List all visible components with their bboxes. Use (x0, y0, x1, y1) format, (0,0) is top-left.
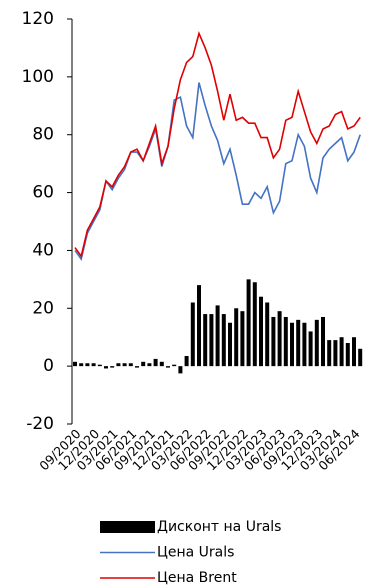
bar (352, 337, 356, 367)
y-tick-label: 20 (32, 298, 54, 318)
bar (283, 316, 288, 367)
bar (135, 366, 139, 368)
y-tick-label: 60 (32, 183, 54, 203)
bar (141, 361, 146, 367)
y-tick-label: 120 (22, 9, 54, 29)
y-tick-label: 100 (22, 67, 54, 87)
bar (172, 364, 177, 367)
line (74, 31, 361, 259)
bar (333, 340, 338, 367)
bar (190, 302, 195, 367)
bar (308, 331, 313, 367)
bar (246, 279, 251, 367)
bar (215, 305, 220, 367)
bar (159, 361, 164, 367)
bar (302, 322, 307, 367)
bar (240, 311, 245, 367)
bar (147, 363, 152, 367)
bar (116, 363, 121, 367)
bar (290, 322, 294, 367)
legend-label: Цена Urals (157, 545, 234, 561)
bar (221, 314, 226, 367)
bar (178, 366, 183, 374)
bar (153, 358, 158, 367)
legend-label: Дисконт на Urals (157, 519, 281, 535)
bar (277, 311, 282, 367)
bar (314, 319, 319, 367)
bar (271, 316, 276, 367)
bar (73, 361, 77, 367)
line (74, 82, 361, 262)
bar (128, 363, 133, 367)
bar (296, 319, 301, 367)
bar (203, 314, 208, 367)
bar (209, 314, 214, 367)
bar (79, 363, 84, 367)
bar (197, 285, 201, 367)
bar (265, 302, 270, 367)
bar (122, 363, 127, 367)
legend-label: Цена Brent (157, 570, 237, 586)
y-tick-label: -20 (26, 414, 54, 434)
bar (104, 366, 108, 369)
bar (345, 343, 350, 367)
bar (252, 282, 257, 367)
bar (184, 356, 189, 367)
bar (339, 337, 344, 367)
bar (234, 308, 239, 367)
bar (110, 366, 115, 368)
bar (327, 340, 332, 367)
bar (228, 322, 232, 367)
bar (166, 366, 170, 368)
bar (358, 348, 363, 367)
y-tick-label: 80 (32, 125, 54, 145)
bar (321, 316, 325, 367)
bar (259, 296, 263, 367)
bar (91, 363, 96, 367)
y-tick-label: 0 (43, 356, 54, 376)
bar (97, 364, 102, 367)
legend-swatch (100, 521, 155, 533)
bar (85, 363, 90, 367)
y-tick-label: 40 (32, 240, 54, 260)
